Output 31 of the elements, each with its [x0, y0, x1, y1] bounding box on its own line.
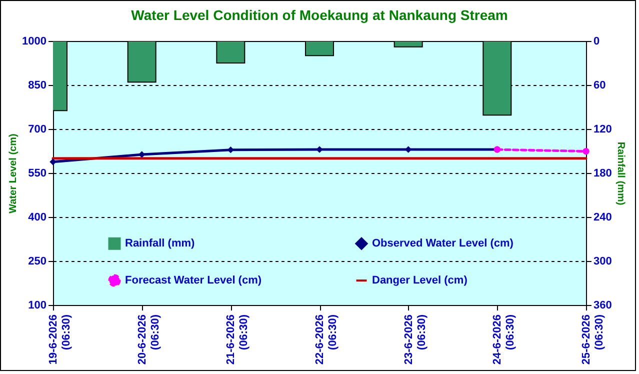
y2-tick-label: 120: [594, 124, 612, 136]
y-tick-label: 550: [28, 168, 46, 180]
y-tick-label: 100: [28, 300, 46, 312]
y-tick-label: 400: [28, 212, 46, 224]
y2-tick-label: 0: [594, 36, 600, 48]
legend-label: Observed Water Level (cm): [372, 238, 514, 250]
y2-tick-label: 60: [594, 80, 606, 92]
y-tick-label: 1000: [22, 36, 46, 48]
y2-tick-label: 360: [594, 300, 612, 312]
legend-label: Danger Level (cm): [372, 274, 468, 286]
point: [50, 158, 56, 166]
x-tick-label: 20-6-2026 (06:30): [136, 314, 162, 365]
legend-label: Forecast Water Level (cm): [125, 274, 262, 286]
x-tick-label: 19-6-2026 (06:30): [48, 314, 72, 365]
y-tick-label: 250: [28, 256, 46, 268]
x-tick-label: 23-6-2026 (06:30): [402, 314, 428, 365]
legend-label: Rainfall (mm): [125, 238, 196, 250]
point: [582, 148, 590, 155]
y2-tick-label: 300: [594, 256, 612, 268]
chart-title: Water Level Condition of Moekaung at Nankaung Stream: [131, 7, 508, 23]
point: [316, 146, 323, 153]
y-axis-title: Water Level (cm): [8, 134, 20, 214]
x-tick-label: 25-6-2026 (06:30): [580, 314, 606, 365]
y2-tick-label: 240: [594, 212, 612, 224]
y-tick-label: 850: [28, 80, 46, 92]
x-tick-label: 21-6-2026 (06:30): [225, 314, 250, 365]
y2-axis-title: Rainfall (mm): [614, 142, 626, 206]
y-tick-label: 700: [28, 124, 46, 136]
x-tick-label: 22-6-2026 (06:30): [314, 314, 339, 365]
y2-tick-label: 180: [594, 168, 612, 180]
x-tick-label: 24-6-2026 (06:30): [492, 314, 517, 365]
